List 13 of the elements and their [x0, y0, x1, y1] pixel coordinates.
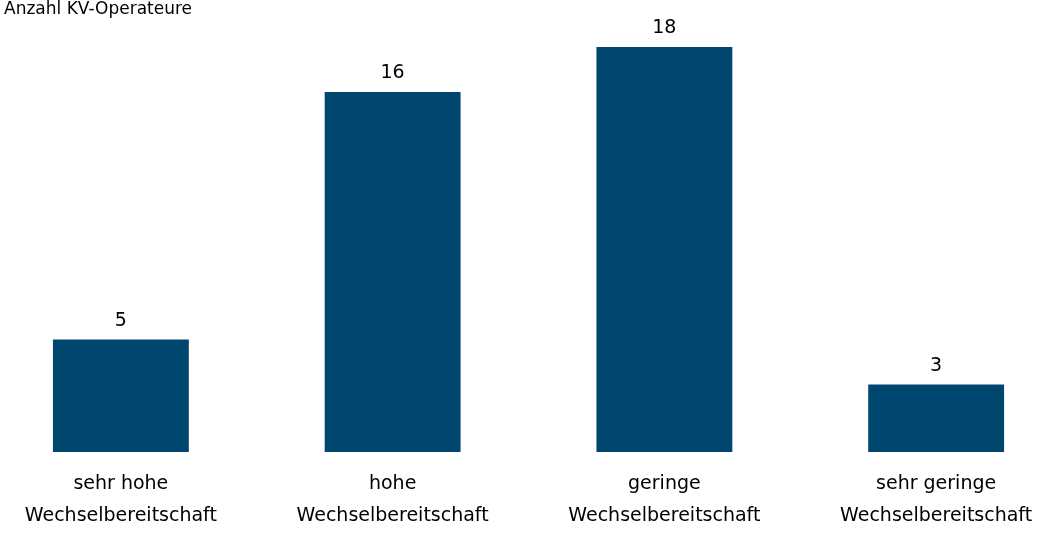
x-tick-label: hohe Wechselbereitschaft — [296, 471, 489, 525]
x-tick-label: sehr hohe Wechselbereitschaft — [24, 471, 217, 525]
bar — [868, 384, 1005, 452]
data-label: 16 — [380, 60, 405, 82]
x-tick-label: geringe Wechselbereitschaft — [568, 471, 761, 525]
data-label: 5 — [114, 307, 127, 330]
bar — [324, 92, 461, 452]
bar — [596, 47, 733, 452]
data-label: 3 — [930, 352, 943, 375]
y-axis-title: Anzahl KV-Operateure — [4, 0, 193, 18]
bar — [52, 339, 189, 452]
x-tick-label: sehr geringe Wechselbereitschaft — [840, 471, 1033, 525]
data-label: 18 — [652, 15, 677, 37]
